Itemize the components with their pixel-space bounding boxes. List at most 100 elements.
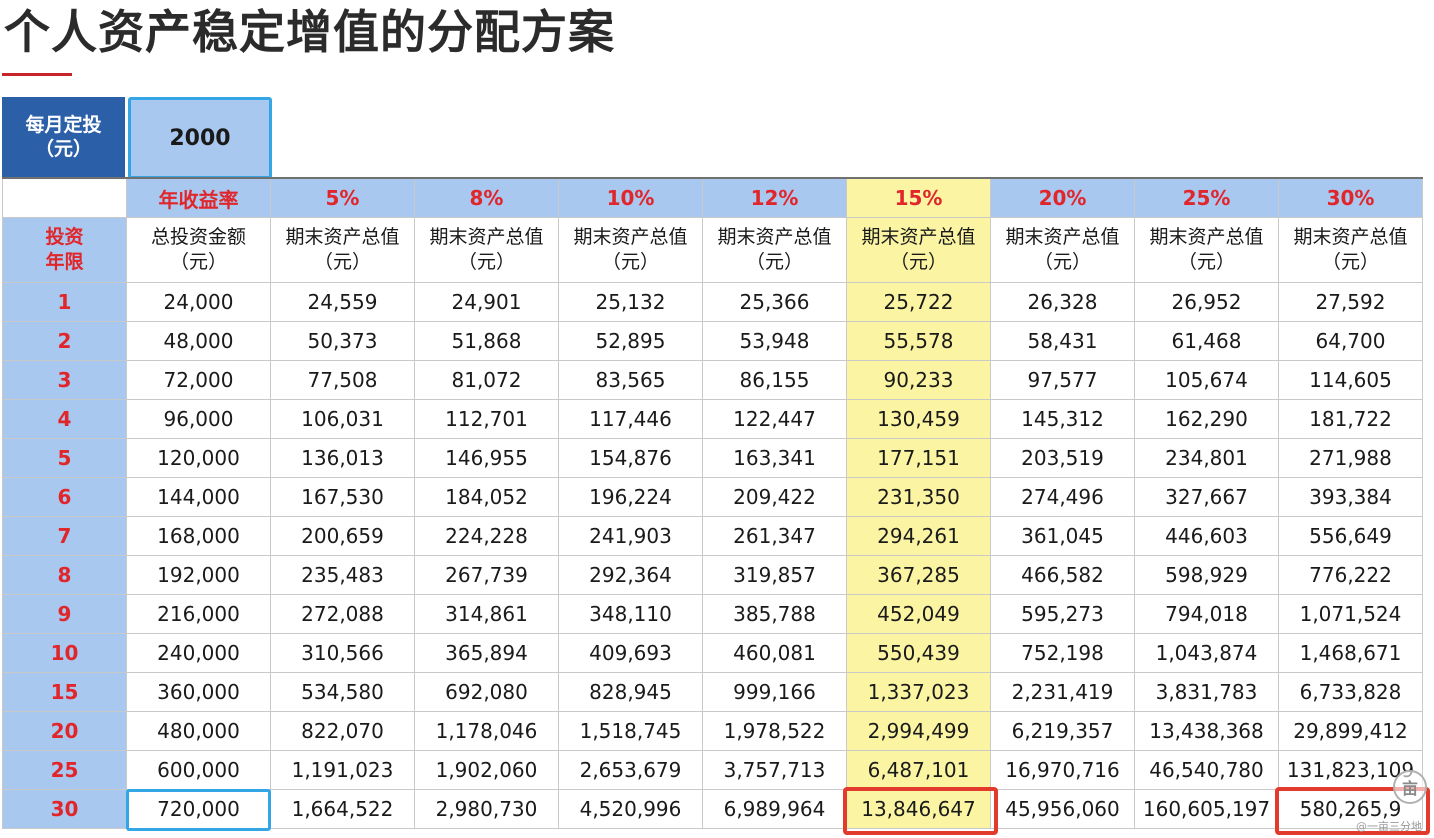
total-investment-cell: 720,000 [126,789,271,829]
rate-header-blank-cell [2,177,127,218]
table-row: 5 120,000 136,013 146,955 154,876 163,341 177,… [2,438,1423,478]
asset-value-cell: 534,580 [270,672,415,712]
column-header-row: 投资 年限 总投资金额 （元） 期末资产总值 （元） 期末资产总值 （元） 期末资产… [2,217,1423,283]
asset-value-cell: 64,700 [1278,321,1423,361]
asset-value-cell: 580,265,9 [1278,789,1423,829]
value-header-line2: （元） [1033,251,1091,273]
asset-value-cell: 776,222 [1278,555,1423,595]
asset-value-cell: 267,739 [414,555,559,595]
asset-value-cell: 203,519 [990,438,1135,478]
asset-value-cell: 106,031 [270,399,415,439]
rate-header-cell: 10% [558,177,703,218]
asset-value-cell: 114,605 [1278,360,1423,400]
value-header-line2: （元） [601,251,659,273]
asset-value-cell: 146,955 [414,438,559,478]
asset-value-cell: 1,178,046 [414,711,559,751]
asset-value-cell: 556,649 [1278,516,1423,556]
asset-value-cell: 2,994,499 [846,711,991,751]
asset-value-cell: 58,431 [990,321,1135,361]
asset-value-cell: 86,155 [702,360,847,400]
value-header-line2: （元） [1177,251,1235,273]
asset-value-cell: 6,733,828 [1278,672,1423,712]
value-column-header: 期末资产总值 （元） [558,217,703,283]
value-header-line2: （元） [457,251,515,273]
value-header-line2: （元） [745,251,803,273]
rate-header-cell: 5% [270,177,415,218]
asset-value-cell: 234,801 [1134,438,1279,478]
year-cell: 7 [2,516,127,556]
table-row: 4 96,000 106,031 112,701 117,446 122,447 130,4… [2,399,1423,439]
asset-value-cell: 6,219,357 [990,711,1135,751]
asset-value-cell: 3,831,783 [1134,672,1279,712]
asset-value-cell: 2,980,730 [414,789,559,829]
asset-value-cell: 209,422 [702,477,847,517]
rate-header-cell: 20% [990,177,1135,218]
year-cell: 25 [2,750,127,790]
asset-value-cell: 97,577 [990,360,1135,400]
asset-value-cell: 752,198 [990,633,1135,673]
asset-value-cell: 319,857 [702,555,847,595]
asset-value-cell: 25,722 [846,282,991,322]
asset-value-cell: 46,540,780 [1134,750,1279,790]
asset-value-cell: 294,261 [846,516,991,556]
asset-value-cell: 272,088 [270,594,415,634]
asset-value-cell: 292,364 [558,555,703,595]
table-row: 8 192,000 235,483 267,739 292,364 319,857 367,… [2,555,1423,595]
table-row: 3 72,000 77,508 81,072 83,565 86,155 90,233 97,… [2,360,1423,400]
watermark-text: @一亩三分地 [1356,820,1422,833]
asset-value-cell: 274,496 [990,477,1135,517]
asset-value-cell: 348,110 [558,594,703,634]
asset-value-cell: 1,902,060 [414,750,559,790]
title-underline [2,73,72,76]
monthly-investment-value[interactable]: 2000 [128,97,272,179]
year-cell: 8 [2,555,127,595]
asset-value-cell: 1,191,023 [270,750,415,790]
value-header-line1: 期末资产总值 [429,226,544,248]
total-investment-cell: 144,000 [126,477,271,517]
monthly-label-line2: （元） [34,138,92,160]
asset-value-cell: 361,045 [990,516,1135,556]
asset-value-cell: 794,018 [1134,594,1279,634]
value-header-line1: 期末资产总值 [717,226,832,248]
asset-value-cell: 1,518,745 [558,711,703,751]
asset-value-cell: 181,722 [1278,399,1423,439]
year-cell: 9 [2,594,127,634]
asset-value-cell: 27,592 [1278,282,1423,322]
table-row: 10 240,000 310,566 365,894 409,693 460,081 550… [2,633,1423,673]
asset-value-cell: 692,080 [414,672,559,712]
table-row: 1 24,000 24,559 24,901 25,132 25,366 25,722 26,… [2,282,1423,322]
investment-table: 年收益率 5% 8% 10% 12% 15% 20% 25% 30% 投资 年限… [2,177,1423,829]
year-cell: 3 [2,360,127,400]
value-header-line1: 期末资产总值 [1149,226,1264,248]
value-header-line2: （元） [313,251,371,273]
total-investment-cell: 120,000 [126,438,271,478]
total-header-line1: 总投资金额 [150,226,246,248]
asset-value-cell: 4,520,996 [558,789,703,829]
asset-value-cell: 1,978,522 [702,711,847,751]
asset-value-cell: 160,605,197 [1134,789,1279,829]
value-column-header: 期末资产总值 （元） [1134,217,1279,283]
asset-value-cell: 83,565 [558,360,703,400]
asset-value-cell: 90,233 [846,360,991,400]
asset-value-cell: 2,653,679 [558,750,703,790]
total-investment-cell: 216,000 [126,594,271,634]
total-column-header: 总投资金额 （元） [126,217,271,283]
total-investment-cell: 192,000 [126,555,271,595]
asset-value-cell: 3,757,713 [702,750,847,790]
asset-value-cell: 1,664,522 [270,789,415,829]
asset-value-cell: 122,447 [702,399,847,439]
year-cell: 2 [2,321,127,361]
total-investment-cell: 168,000 [126,516,271,556]
value-header-line2: （元） [1321,251,1379,273]
total-investment-cell: 480,000 [126,711,271,751]
asset-value-cell: 224,228 [414,516,559,556]
asset-value-cell: 145,312 [990,399,1135,439]
asset-value-cell: 1,468,671 [1278,633,1423,673]
asset-value-cell: 154,876 [558,438,703,478]
asset-value-cell: 235,483 [270,555,415,595]
asset-value-cell: 595,273 [990,594,1135,634]
rate-header-cell: 30% [1278,177,1423,218]
asset-value-cell: 452,049 [846,594,991,634]
asset-value-cell: 1,071,524 [1278,594,1423,634]
asset-value-cell: 241,903 [558,516,703,556]
